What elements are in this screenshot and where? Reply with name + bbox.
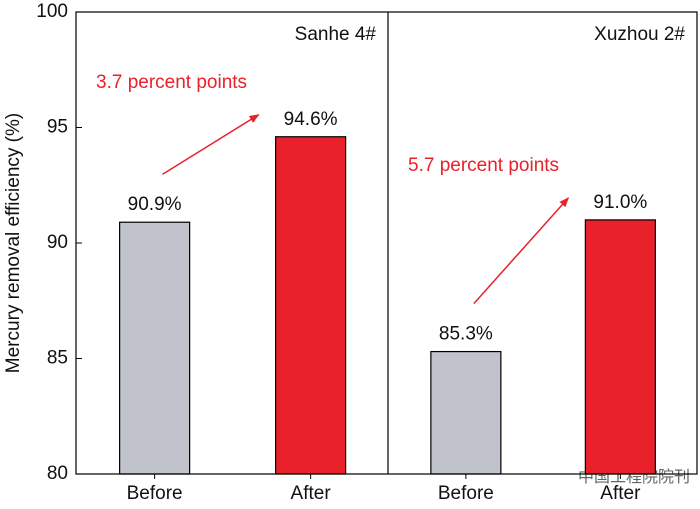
x-tick-label: Before xyxy=(438,483,494,504)
annotation: 5.7 percent points xyxy=(408,155,559,176)
value-label: 94.6% xyxy=(284,109,338,130)
y-axis-label: Mercury removal efficiency (%) xyxy=(3,113,24,373)
value-label: 90.9% xyxy=(128,194,182,215)
value-label: 85.3% xyxy=(439,324,493,345)
y-tick-label: 80 xyxy=(47,463,68,484)
y-tick-label: 100 xyxy=(36,1,68,22)
panel-title: Xuzhou 2# xyxy=(594,24,685,45)
bar xyxy=(275,136,347,475)
x-tick-label: After xyxy=(600,483,641,504)
arrow xyxy=(162,114,260,175)
panel-title: Sanhe 4# xyxy=(295,24,377,45)
y-tick-label: 90 xyxy=(47,232,68,253)
value-label: 91.0% xyxy=(593,192,647,213)
x-tick-label: After xyxy=(291,483,332,504)
plot-frame xyxy=(75,11,698,475)
arrow xyxy=(473,197,570,305)
bar xyxy=(119,221,191,475)
y-tick-label: 95 xyxy=(47,117,68,138)
y-tick-label: 85 xyxy=(47,348,68,369)
x-tick-label: Before xyxy=(127,483,183,504)
bar xyxy=(584,219,656,475)
annotation: 3.7 percent points xyxy=(96,72,247,93)
bar xyxy=(430,350,502,475)
